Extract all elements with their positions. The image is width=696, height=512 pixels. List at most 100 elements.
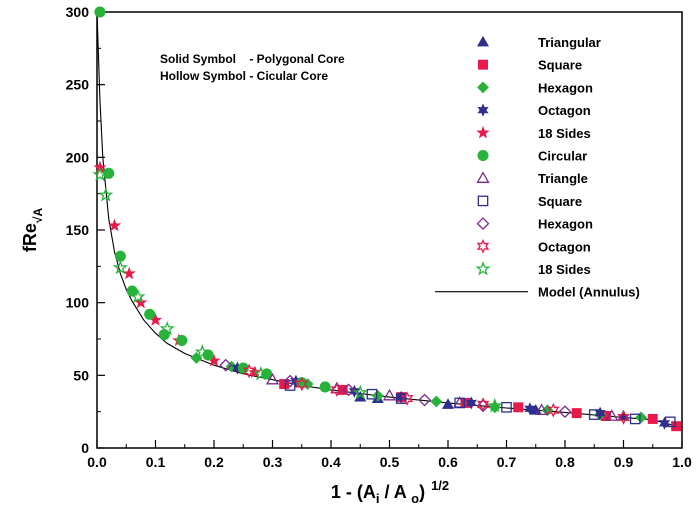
data-point xyxy=(112,259,129,275)
data-point xyxy=(98,187,114,202)
data-point xyxy=(476,397,490,412)
data-point xyxy=(219,358,233,372)
data-point xyxy=(265,372,280,385)
annotation-text: Hollow Symbol - Cicular Core xyxy=(160,69,328,83)
legend-label: Model (Annulus) xyxy=(538,285,640,300)
legend-label: Hexagon xyxy=(538,80,593,95)
legend-marker xyxy=(475,261,491,276)
legend-marker xyxy=(477,81,489,94)
data-point xyxy=(513,402,524,413)
y-axis-title: fRe√A xyxy=(20,208,45,253)
data-point xyxy=(605,409,619,421)
data-point xyxy=(546,402,560,418)
data-point xyxy=(144,308,156,320)
legend-label: Triangular xyxy=(538,35,601,50)
data-point xyxy=(664,416,676,428)
x-tick-label: 0.9 xyxy=(614,454,634,470)
legend-marker xyxy=(476,238,490,254)
data-point xyxy=(647,413,658,424)
legend-marker xyxy=(477,195,489,207)
annotations: Solid Symbol - Polygonal Core Hollow Symb… xyxy=(160,52,345,83)
x-tick-label: 0.5 xyxy=(380,454,400,470)
y-tick-label: 100 xyxy=(66,295,90,311)
legend-marker xyxy=(476,217,490,231)
data-point xyxy=(487,397,503,413)
x-tick-label: 0.7 xyxy=(497,454,517,470)
y-tick-label: 0 xyxy=(81,440,89,456)
x-tick-label: 0.6 xyxy=(438,454,458,470)
x-axis-title: 1 - (Ai / A o) 1/2 xyxy=(331,478,449,506)
data-point xyxy=(430,395,443,408)
y-tick-label: 200 xyxy=(66,149,90,165)
data-point xyxy=(279,379,290,390)
data-point xyxy=(283,374,297,388)
data-point xyxy=(92,166,108,182)
data-point xyxy=(107,218,122,232)
data-point xyxy=(284,380,296,391)
legend-label: 18 Sides xyxy=(538,262,591,277)
legend-marker xyxy=(476,125,490,139)
data-point xyxy=(94,6,106,18)
model-layer xyxy=(96,11,683,429)
data-point xyxy=(454,397,466,409)
series-18-sides xyxy=(92,166,503,413)
legend-label: Square xyxy=(538,194,582,209)
data-point xyxy=(319,381,331,393)
points-layer xyxy=(92,6,682,432)
data-point xyxy=(242,363,256,379)
x-tick-label: 1.0 xyxy=(672,454,692,470)
legend: Triangular Square Hexagon Octagon 18 Sides Ci… xyxy=(435,35,640,300)
legend-label: Circular xyxy=(538,149,587,164)
data-point xyxy=(465,396,478,410)
data-point xyxy=(395,393,407,404)
y-tick-label: 300 xyxy=(66,4,90,20)
legend-marker xyxy=(478,59,488,70)
data-point xyxy=(441,398,455,409)
data-point xyxy=(558,405,572,419)
data-point xyxy=(330,382,344,398)
data-point xyxy=(382,388,397,401)
series-triangle xyxy=(265,372,619,421)
data-point xyxy=(588,409,600,420)
x-tick-label: 0.4 xyxy=(321,454,341,470)
data-point xyxy=(418,393,432,407)
data-point xyxy=(658,416,671,430)
data-point xyxy=(202,349,214,361)
y-tick-label: 250 xyxy=(66,77,90,93)
x-tick-label: 0.0 xyxy=(87,454,107,470)
data-point xyxy=(534,403,549,415)
data-point xyxy=(130,288,146,304)
y-tick-label: 50 xyxy=(73,367,89,383)
data-point xyxy=(176,334,188,346)
x-tick-label: 0.2 xyxy=(204,454,224,470)
legend-label: Hexagon xyxy=(538,217,593,232)
data-point xyxy=(253,365,269,381)
legend-label: 18 Sides xyxy=(538,126,591,141)
y-axis: 0 50 100 150 200 250 300 xyxy=(66,4,105,456)
x-axis: 0.0 0.1 0.2 0.3 0.4 0.5 0.6 0.7 0.8 0.9 1.0 xyxy=(87,440,692,470)
legend-marker xyxy=(477,149,489,162)
data-point xyxy=(366,388,378,400)
y-tick-label: 150 xyxy=(66,222,90,238)
model-curve xyxy=(96,11,683,429)
data-point xyxy=(629,413,641,425)
x-tick-label: 0.8 xyxy=(555,454,575,470)
data-point xyxy=(571,408,582,419)
annotation-text: Solid Symbol - Polygonal Core xyxy=(160,52,345,66)
legend-marker xyxy=(476,35,490,47)
data-point xyxy=(159,320,175,336)
data-point xyxy=(352,384,368,400)
series-octagon xyxy=(242,363,630,425)
data-point xyxy=(295,376,309,392)
legend-marker xyxy=(476,171,490,183)
data-point xyxy=(190,351,203,364)
data-point xyxy=(617,410,630,425)
data-point xyxy=(342,383,355,397)
legend-label: Triangle xyxy=(538,171,588,186)
legend-label: Octagon xyxy=(538,239,591,254)
data-point xyxy=(194,344,210,359)
data-point xyxy=(122,266,136,280)
data-point xyxy=(501,401,512,413)
x-tick-label: 0.3 xyxy=(263,454,283,470)
